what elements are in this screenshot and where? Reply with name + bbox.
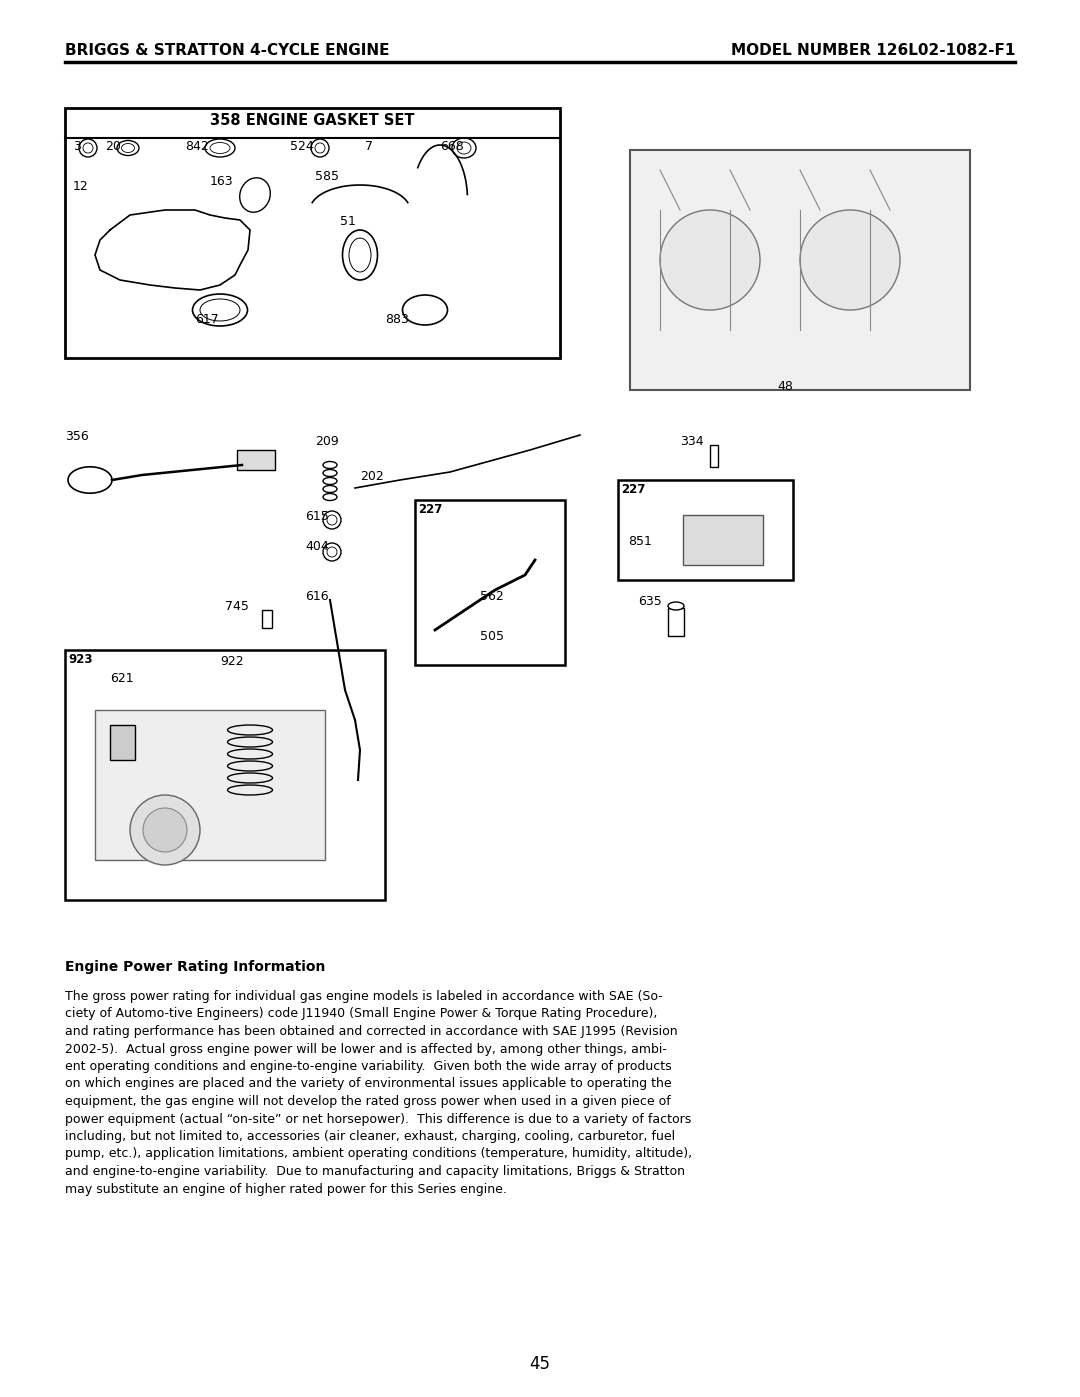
Text: 358 ENGINE GASKET SET: 358 ENGINE GASKET SET bbox=[211, 113, 415, 129]
Text: 883: 883 bbox=[384, 313, 409, 326]
Text: including, but not limited to, accessories (air cleaner, exhaust, charging, cool: including, but not limited to, accessori… bbox=[65, 1130, 675, 1143]
Bar bbox=[262, 610, 272, 629]
Text: 923: 923 bbox=[68, 652, 93, 666]
Text: pump, etc.), application limitations, ambient operating conditions (temperature,: pump, etc.), application limitations, am… bbox=[65, 1147, 692, 1161]
Text: 524: 524 bbox=[291, 140, 314, 154]
Text: 12: 12 bbox=[73, 180, 89, 193]
Text: BRIGGS & STRATTON 4-CYCLE ENGINE: BRIGGS & STRATTON 4-CYCLE ENGINE bbox=[65, 43, 390, 59]
Bar bbox=[630, 149, 970, 390]
Circle shape bbox=[143, 807, 187, 852]
Text: 334: 334 bbox=[680, 434, 704, 448]
Text: 51: 51 bbox=[340, 215, 356, 228]
Text: 3: 3 bbox=[73, 140, 81, 154]
Text: 616: 616 bbox=[305, 590, 328, 604]
Text: 356: 356 bbox=[65, 430, 89, 443]
Ellipse shape bbox=[669, 602, 684, 610]
Circle shape bbox=[660, 210, 760, 310]
Text: ciety of Automo-tive Engineers) code J11940 (Small Engine Power & Torque Rating : ciety of Automo-tive Engineers) code J11… bbox=[65, 1007, 658, 1020]
Text: and rating performance has been obtained and corrected in accordance with SAE J1: and rating performance has been obtained… bbox=[65, 1025, 677, 1038]
Text: 615: 615 bbox=[305, 510, 328, 522]
Text: 404: 404 bbox=[305, 541, 328, 553]
Text: 163: 163 bbox=[210, 175, 233, 189]
Text: ent operating conditions and engine-to-engine variability.  Given both the wide : ent operating conditions and engine-to-e… bbox=[65, 1060, 672, 1073]
Text: 745: 745 bbox=[225, 599, 248, 613]
Text: 635: 635 bbox=[638, 595, 662, 608]
Bar bbox=[65, 108, 561, 358]
Bar bbox=[683, 515, 762, 564]
Text: 617: 617 bbox=[195, 313, 219, 326]
Text: 7: 7 bbox=[365, 140, 373, 154]
Circle shape bbox=[130, 795, 200, 865]
Circle shape bbox=[800, 210, 900, 310]
Bar bbox=[618, 481, 793, 580]
Text: equipment, the gas engine will not develop the rated gross power when used in a : equipment, the gas engine will not devel… bbox=[65, 1095, 671, 1108]
Bar bbox=[669, 608, 684, 636]
Text: 45: 45 bbox=[529, 1355, 551, 1373]
Text: 227: 227 bbox=[418, 503, 443, 515]
Text: The gross power rating for individual gas engine models is labeled in accordance: The gross power rating for individual ga… bbox=[65, 990, 663, 1003]
Bar bbox=[110, 725, 135, 760]
Text: MODEL NUMBER 126L02-1082-F1: MODEL NUMBER 126L02-1082-F1 bbox=[731, 43, 1015, 59]
Text: 505: 505 bbox=[480, 630, 504, 643]
Bar bbox=[237, 450, 275, 469]
Bar bbox=[65, 650, 384, 900]
Text: and engine-to-engine variability.  Due to manufacturing and capacity limitations: and engine-to-engine variability. Due to… bbox=[65, 1165, 685, 1178]
Bar bbox=[415, 500, 565, 665]
Text: 48: 48 bbox=[778, 380, 793, 393]
Text: may substitute an engine of higher rated power for this Series engine.: may substitute an engine of higher rated… bbox=[65, 1182, 507, 1196]
Text: 621: 621 bbox=[110, 672, 134, 685]
Bar bbox=[710, 446, 718, 467]
Text: Engine Power Rating Information: Engine Power Rating Information bbox=[65, 960, 325, 974]
Bar bbox=[95, 710, 325, 861]
Text: power equipment (actual “on-site” or net horsepower).  This difference is due to: power equipment (actual “on-site” or net… bbox=[65, 1112, 691, 1126]
Text: 209: 209 bbox=[315, 434, 339, 448]
Text: 202: 202 bbox=[360, 469, 383, 483]
Text: 851: 851 bbox=[627, 535, 652, 548]
Text: on which engines are placed and the variety of environmental issues applicable t: on which engines are placed and the vari… bbox=[65, 1077, 672, 1091]
Text: 20: 20 bbox=[105, 140, 121, 154]
Text: 585: 585 bbox=[315, 170, 339, 183]
Text: 668: 668 bbox=[440, 140, 463, 154]
Text: 842: 842 bbox=[185, 140, 208, 154]
Text: 922: 922 bbox=[220, 655, 244, 668]
Text: 227: 227 bbox=[621, 483, 646, 496]
Text: 2002-5).  Actual gross engine power will be lower and is affected by, among othe: 2002-5). Actual gross engine power will … bbox=[65, 1042, 666, 1056]
Text: 562: 562 bbox=[480, 590, 503, 604]
